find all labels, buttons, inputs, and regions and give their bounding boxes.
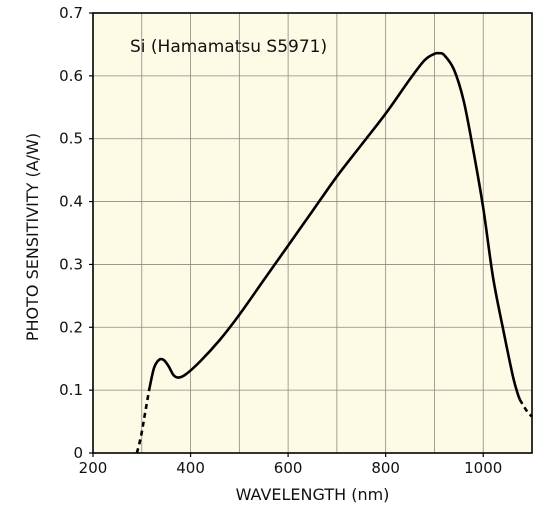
x-axis-ticks: 200 400 600 800 1000	[79, 453, 502, 477]
chart-annotation: Si (Hamamatsu S5971)	[130, 37, 327, 57]
y-tick-label: 0	[73, 444, 83, 462]
y-tick-label: 0.2	[59, 318, 83, 336]
grid-lines	[93, 13, 532, 453]
y-axis-title: PHOTO SENSITIVITY (A/W)	[23, 133, 42, 341]
x-tick-label: 400	[176, 459, 205, 477]
y-tick-label: 0.7	[59, 4, 83, 22]
x-tick-label: 600	[274, 459, 303, 477]
plot-frame	[92, 12, 533, 454]
curve-segment-dashed-2	[518, 398, 533, 418]
x-axis-title: WAVELENGTH (nm)	[236, 485, 390, 504]
y-tick-label: 0.5	[59, 130, 83, 148]
y-tick-label: 0.3	[59, 255, 83, 273]
x-tick-label: 800	[371, 459, 400, 477]
curve-segment-solid-1	[147, 51, 522, 401]
y-axis-ticks: 0 0.1 0.2 0.3 0.4 0.5 0.6 0.7	[59, 4, 93, 462]
y-tick-label: 0.4	[59, 193, 83, 211]
y-tick-label: 0.6	[59, 67, 83, 85]
y-tick-label: 0.1	[59, 381, 83, 399]
sensitivity-curve	[135, 51, 533, 454]
x-tick-label: 1000	[464, 459, 502, 477]
x-tick-label: 200	[79, 459, 108, 477]
plot-background	[93, 13, 532, 453]
